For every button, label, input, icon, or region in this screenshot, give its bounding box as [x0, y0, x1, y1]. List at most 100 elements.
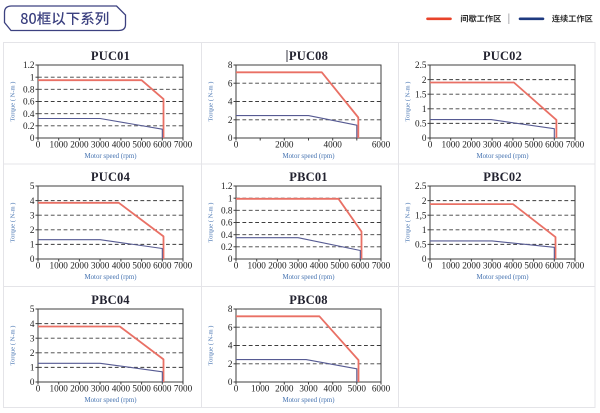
svg-text:7000: 7000	[173, 139, 192, 149]
svg-text:2000: 2000	[275, 383, 294, 393]
svg-text:2: 2	[421, 196, 426, 206]
svg-text:1000: 1000	[441, 139, 460, 149]
svg-text:0: 0	[29, 377, 34, 387]
svg-text:2000: 2000	[275, 139, 294, 149]
svg-text:5000: 5000	[132, 383, 151, 393]
svg-text:5000: 5000	[347, 383, 366, 393]
svg-text:Motor speed (rpm): Motor speed (rpm)	[282, 274, 334, 281]
svg-text:5000: 5000	[524, 139, 543, 149]
svg-text:Torque ( N-m ): Torque ( N-m )	[207, 202, 214, 242]
svg-text:1.2: 1.2	[23, 60, 35, 70]
svg-text:1000: 1000	[49, 139, 68, 149]
svg-text:4: 4	[29, 196, 34, 206]
svg-text:Motor speed (rpm): Motor speed (rpm)	[282, 152, 334, 159]
svg-text:0: 0	[29, 254, 34, 264]
svg-text:6000: 6000	[153, 383, 172, 393]
svg-text:PBC08: PBC08	[289, 293, 328, 307]
svg-text:2: 2	[29, 348, 34, 358]
svg-text:7000: 7000	[565, 260, 584, 270]
svg-text:2: 2	[227, 359, 232, 369]
svg-text:5000: 5000	[330, 260, 349, 270]
svg-text:2000: 2000	[70, 139, 89, 149]
svg-text:2: 2	[29, 225, 34, 235]
svg-text:1: 1	[29, 362, 34, 372]
svg-text:3000: 3000	[299, 383, 318, 393]
svg-text:1,5: 1,5	[415, 210, 427, 220]
svg-text:8: 8	[227, 60, 232, 70]
svg-text:5000: 5000	[524, 260, 543, 270]
svg-text:0: 0	[233, 383, 238, 393]
svg-text:0.8: 0.8	[221, 206, 233, 216]
svg-text:6: 6	[227, 78, 232, 88]
svg-text:7000: 7000	[371, 260, 390, 270]
svg-text:3: 3	[29, 333, 34, 343]
svg-text:Motor speed (rpm): Motor speed (rpm)	[282, 396, 334, 403]
svg-text:3000: 3000	[90, 260, 109, 270]
svg-text:4000: 4000	[503, 139, 522, 149]
svg-text:2: 2	[421, 74, 426, 84]
svg-text:1000: 1000	[441, 260, 460, 270]
svg-text:0: 0	[35, 260, 40, 270]
svg-text:4000: 4000	[323, 139, 342, 149]
svg-text:0: 0	[29, 133, 34, 143]
svg-text:1000: 1000	[49, 260, 68, 270]
svg-text:Torque ( N-m ): Torque ( N-m )	[404, 202, 411, 242]
svg-text:4000: 4000	[323, 383, 342, 393]
svg-text:1000: 1000	[49, 383, 68, 393]
svg-text:6000: 6000	[153, 260, 172, 270]
svg-text:4: 4	[227, 96, 232, 106]
svg-text:3000: 3000	[288, 260, 307, 270]
svg-text:6000: 6000	[371, 383, 390, 393]
svg-text:1: 1	[29, 72, 34, 82]
svg-text:4000: 4000	[111, 260, 130, 270]
svg-text:0: 0	[227, 377, 232, 387]
svg-text:4000: 4000	[503, 260, 522, 270]
svg-text:2.5: 2.5	[415, 181, 427, 191]
svg-text:6000: 6000	[545, 260, 564, 270]
svg-text:6000: 6000	[545, 139, 564, 149]
svg-text:PUC01: PUC01	[90, 49, 129, 63]
svg-text:3000: 3000	[90, 383, 109, 393]
svg-text:7000: 7000	[565, 139, 584, 149]
svg-text:0: 0	[421, 254, 426, 264]
svg-text:8: 8	[227, 304, 232, 314]
svg-text:4000: 4000	[111, 139, 130, 149]
svg-text:0: 0	[35, 383, 40, 393]
svg-text:4: 4	[29, 318, 34, 328]
svg-text:Motor speed (rpm): Motor speed (rpm)	[476, 274, 528, 281]
svg-text:1: 1	[421, 104, 426, 114]
svg-text:0.2: 0.2	[23, 121, 35, 131]
svg-text:0.4: 0.4	[23, 108, 35, 118]
svg-text:5: 5	[29, 181, 34, 191]
svg-text:7000: 7000	[173, 260, 192, 270]
svg-text:0.5: 0.5	[415, 240, 427, 250]
svg-text:3000: 3000	[90, 139, 109, 149]
svg-text:PUC02: PUC02	[482, 49, 521, 63]
svg-text:2000: 2000	[462, 139, 481, 149]
svg-text:3000: 3000	[482, 139, 501, 149]
svg-text:Torque ( N-m ): Torque ( N-m )	[207, 325, 214, 365]
svg-text:4000: 4000	[309, 260, 328, 270]
svg-text:3000: 3000	[482, 260, 501, 270]
svg-text:1: 1	[421, 225, 426, 235]
svg-text:5000: 5000	[132, 260, 151, 270]
svg-text:1.2: 1.2	[221, 181, 233, 191]
svg-text:0: 0	[233, 260, 238, 270]
svg-text:2000: 2000	[70, 260, 89, 270]
svg-text:0: 0	[227, 133, 232, 143]
svg-text:4000: 4000	[111, 383, 130, 393]
svg-text:Torque ( N-m ): Torque ( N-m )	[9, 81, 16, 121]
svg-text:5000: 5000	[132, 139, 151, 149]
svg-text:2000: 2000	[70, 383, 89, 393]
svg-text:PUC08: PUC08	[288, 49, 327, 63]
svg-text:0: 0	[427, 260, 432, 270]
svg-text:2.5: 2.5	[415, 60, 427, 70]
svg-text:Torque ( N-m ): Torque ( N-m )	[404, 81, 411, 121]
svg-text:0.8: 0.8	[23, 84, 35, 94]
svg-text:1000: 1000	[251, 383, 270, 393]
svg-text:PBC02: PBC02	[483, 170, 522, 184]
svg-text:0: 0	[427, 139, 432, 149]
svg-text:3: 3	[29, 210, 34, 220]
svg-text:0: 0	[421, 133, 426, 143]
svg-text:Motor speed (rpm): Motor speed (rpm)	[84, 274, 136, 281]
